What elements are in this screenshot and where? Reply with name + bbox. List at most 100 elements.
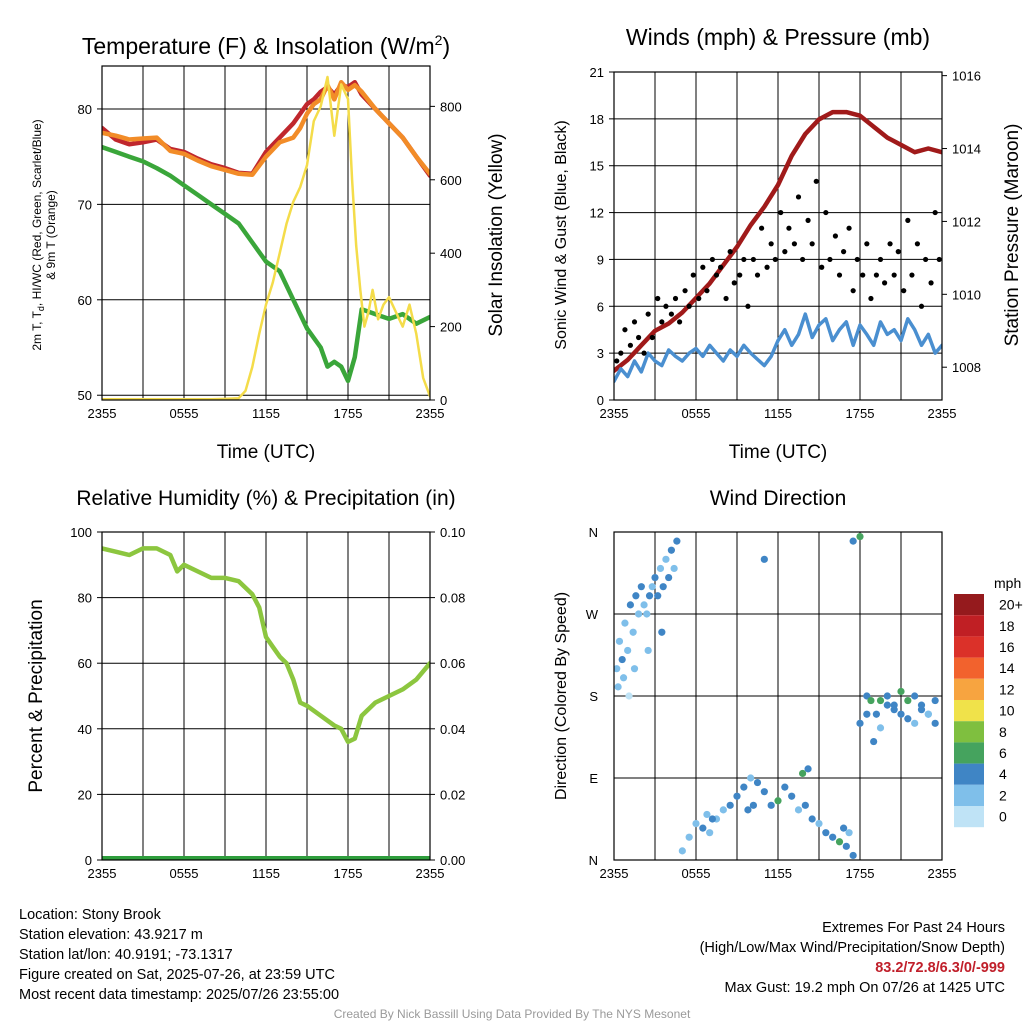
y2-tick-label: 0.02: [440, 787, 465, 802]
direction-point: [867, 696, 875, 705]
direction-point: [678, 847, 686, 855]
gust-point: [772, 256, 778, 263]
y2-tick-label: 0.10: [440, 525, 465, 540]
direction-point: [619, 674, 628, 682]
gust-point: [928, 280, 934, 286]
direction-point: [719, 806, 727, 814]
direction-point: [699, 824, 707, 832]
max-gust: Max Gust: 19.2 mph On 07/26 at 1425 UTC: [724, 980, 1005, 996]
gust-point: [764, 264, 770, 270]
pressure-line: [614, 109, 942, 374]
gust-point: [700, 264, 706, 270]
y-tick-label: 80: [78, 102, 92, 117]
gust-point: [727, 249, 733, 255]
gust-point: [686, 303, 692, 309]
x-tick-label: 0555: [170, 406, 199, 421]
gust-point: [873, 272, 880, 278]
gust-point: [649, 334, 655, 341]
gust-point: [850, 288, 856, 294]
direction-point: [801, 801, 809, 809]
direction-point: [747, 774, 755, 782]
y-tick-label: 0: [597, 393, 604, 408]
x-tick-label: 2355: [928, 866, 957, 881]
gust-point: [819, 264, 825, 270]
gust-point: [800, 256, 806, 263]
gust-point: [750, 256, 757, 263]
direction-point: [840, 824, 848, 832]
direction-point: [621, 619, 629, 627]
direction-point: [703, 810, 711, 819]
y-tick-label: 60: [78, 293, 92, 308]
direction-point: [753, 778, 762, 787]
direction-point: [654, 592, 662, 600]
direction-point: [614, 683, 622, 691]
direction-point: [849, 537, 857, 545]
gust-point: [813, 178, 819, 184]
temperature-ticks: 2355 0555 1155 1755 235550607080020040060080…: [78, 99, 462, 421]
gust-point: [663, 303, 669, 309]
legend-swatch: [954, 678, 984, 700]
gust-point: [918, 303, 925, 309]
direction-point: [618, 655, 626, 664]
legend-label: 14: [999, 660, 1015, 676]
gust-point: [932, 209, 938, 216]
gust-point: [745, 303, 751, 309]
gust-point: [882, 280, 888, 286]
humidity-y-axis-label: Percent & Precipitation: [26, 599, 47, 792]
direction-series: [614, 532, 939, 860]
y-tick-label: S: [589, 689, 598, 704]
x-tick-label: 2355: [88, 866, 117, 881]
gust-point: [731, 280, 737, 286]
y-tick-label: 0: [85, 853, 92, 868]
y-tick-label: 60: [78, 656, 92, 671]
direction-point: [883, 692, 891, 700]
legend-title: mph: [994, 575, 1021, 591]
direction-point: [849, 851, 857, 860]
direction-point: [788, 792, 796, 800]
gust-point: [636, 334, 642, 341]
station-elevation: Station elevation: 43.9217 m: [19, 927, 203, 943]
legend-label: 20+: [999, 597, 1023, 613]
direction-point: [651, 573, 659, 582]
gust-point: [677, 319, 683, 325]
x-tick-label: 1755: [846, 866, 875, 881]
y2-tick-label: 200: [440, 320, 462, 335]
direction-point: [665, 573, 673, 582]
gust-point: [846, 225, 852, 231]
y2-tick-label: 1014: [952, 142, 981, 157]
gust-point: [854, 256, 860, 263]
direction-point: [897, 710, 905, 718]
direction-point: [740, 783, 748, 791]
direction-chart-title: Wind Direction: [710, 487, 847, 510]
humidity-precipitation-chart: 2355 0555 1155 1755 23550204060801000.000.02…: [26, 487, 465, 881]
direction-point: [804, 765, 812, 773]
y2-tick-label: 800: [440, 99, 462, 114]
x-tick-label: 0555: [170, 866, 199, 881]
direction-y-axis-label: Direction (Colored By Speed): [553, 592, 570, 800]
gust-point: [905, 217, 911, 223]
y2-tick-label: 400: [440, 246, 462, 261]
y-tick-label: 50: [78, 388, 92, 403]
direction-point: [863, 710, 871, 718]
direction-point: [815, 819, 823, 828]
direction-point: [835, 838, 844, 846]
x-tick-label: 2355: [600, 406, 629, 421]
direction-point: [872, 710, 881, 718]
gust-point: [795, 194, 802, 200]
direction-point: [659, 583, 667, 591]
gust-point: [864, 241, 870, 247]
legend-label: 18: [999, 618, 1015, 634]
y-tick-label: 9: [597, 252, 604, 267]
y2-tick-label: 1016: [952, 69, 981, 84]
temperature-plot-frame: [101, 65, 431, 401]
y-tick-label: N: [589, 853, 598, 868]
direction-point: [632, 592, 640, 600]
direction-point: [883, 701, 891, 709]
y2-tick-label: 0.04: [440, 722, 465, 737]
direction-point: [648, 583, 656, 591]
direction-point: [692, 819, 700, 828]
y-tick-label: W: [586, 607, 599, 622]
y-tick-label: 15: [590, 159, 604, 174]
y-tick-label: 18: [590, 112, 604, 127]
